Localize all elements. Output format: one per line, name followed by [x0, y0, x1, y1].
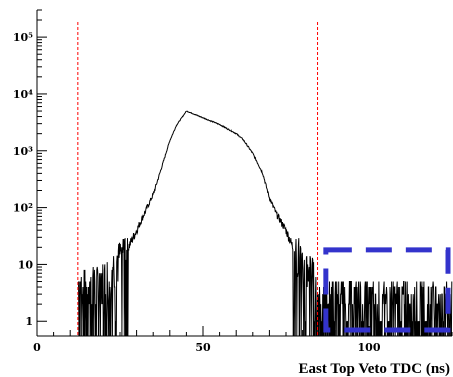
y-tick-label: 10⁴ — [13, 88, 33, 101]
highlight-layer — [323, 247, 451, 333]
cut-lines — [77, 22, 319, 336]
series-line-0 — [78, 110, 453, 337]
tick-labels: 1 10 10² 10³ 10⁴ 10⁵ 0 50 100 — [13, 31, 381, 354]
x-tick-label: 100 — [358, 341, 381, 354]
highlight-box — [323, 247, 451, 333]
ticks — [36, 9, 453, 336]
data-layer — [78, 110, 453, 337]
x-tick-label: 0 — [33, 341, 41, 354]
y-tick-label: 10 — [18, 258, 34, 271]
y-tick-label: 10³ — [13, 145, 33, 158]
y-tick-label: 10² — [13, 202, 33, 215]
x-tick-label: 50 — [195, 341, 211, 354]
x-axis-label: East Top Veto TDC (ns) — [299, 361, 450, 377]
y-tick-label: 1 — [25, 315, 33, 328]
y-tick-label: 10⁵ — [13, 31, 33, 44]
